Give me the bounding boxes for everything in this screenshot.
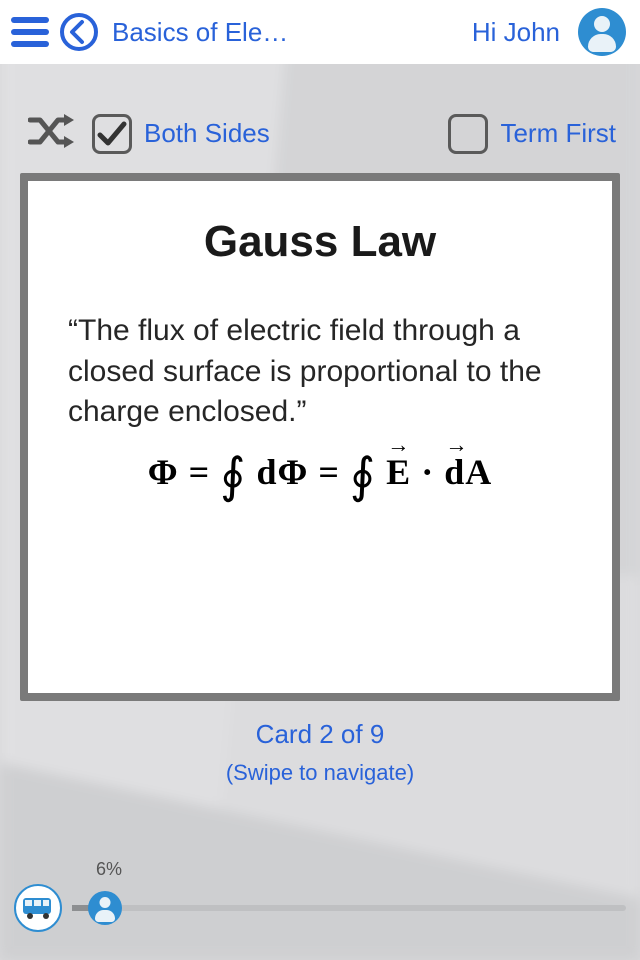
page-title: Basics of Ele… bbox=[112, 17, 288, 48]
bus-icon[interactable] bbox=[14, 884, 62, 932]
back-icon[interactable] bbox=[58, 11, 100, 53]
term-first-option[interactable]: Term First bbox=[448, 114, 616, 154]
progress-percent-label: 6% bbox=[96, 859, 626, 880]
both-sides-option[interactable]: Both Sides bbox=[92, 114, 270, 154]
card-navigation: Card 2 of 9 (Swipe to navigate) bbox=[0, 719, 640, 786]
both-sides-label: Both Sides bbox=[144, 118, 270, 149]
menu-icon[interactable] bbox=[10, 15, 50, 49]
avatar[interactable] bbox=[578, 8, 626, 56]
flashcard[interactable]: Gauss Law “The flux of electric field th… bbox=[20, 173, 620, 701]
options-bar: Both Sides Term First bbox=[0, 64, 640, 173]
progress-area: 6% bbox=[0, 859, 640, 932]
swipe-hint: (Swipe to navigate) bbox=[0, 760, 640, 786]
both-sides-checkbox[interactable] bbox=[92, 114, 132, 154]
card-body: “The flux of electric field through a cl… bbox=[62, 311, 578, 433]
term-first-checkbox[interactable] bbox=[448, 114, 488, 154]
progress-knob[interactable] bbox=[88, 891, 122, 925]
header-bar: Basics of Ele… Hi John bbox=[0, 0, 640, 64]
shuffle-icon[interactable] bbox=[28, 112, 74, 155]
greeting-text: Hi John bbox=[472, 17, 560, 48]
card-count-label: Card 2 of 9 bbox=[0, 719, 640, 750]
term-first-label: Term First bbox=[500, 118, 616, 149]
card-formula: Φ = ∮ dΦ = ∮ E · dA bbox=[62, 451, 578, 493]
card-title: Gauss Law bbox=[62, 217, 578, 267]
progress-track[interactable] bbox=[72, 905, 626, 911]
